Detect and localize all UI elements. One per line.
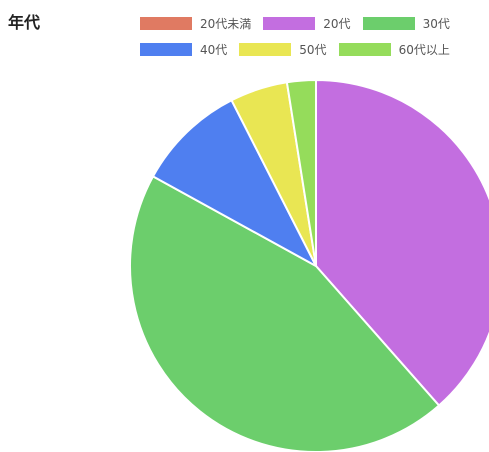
section-heading: 年代 [8, 13, 41, 32]
legend-swatch-50s [239, 42, 292, 56]
legend-item-30s[interactable]: 30代 [362, 15, 450, 32]
legend-label-under-20: 20代未満 [200, 16, 252, 31]
legend-label-60s-plus: 60代以上 [398, 42, 450, 57]
legend-swatch-20s [263, 16, 316, 30]
pie-slice-30s[interactable] [129, 175, 441, 452]
legend-label-30s: 30代 [422, 16, 450, 31]
legend-label-50s: 50代 [299, 42, 327, 57]
legend-swatch-under-20 [140, 16, 192, 30]
legend-item-40s[interactable]: 40代 [140, 41, 227, 58]
legend-swatch-40s [140, 42, 192, 56]
legend-item-20s[interactable]: 20代 [263, 15, 351, 32]
pie-slice-40s[interactable] [151, 98, 319, 269]
legend-label-40s: 40代 [200, 42, 228, 57]
legend-swatch-30s [362, 16, 415, 30]
legend-row-2: 40代 50代 60代以上 [140, 40, 489, 58]
legend-item-60s-plus[interactable]: 60代以上 [338, 41, 450, 58]
legend-label-20s: 20代 [323, 16, 351, 31]
pie-slice-60s-plus[interactable] [285, 78, 317, 267]
legend-row-1: 20代未満 20代 30代 [140, 14, 489, 32]
legend-swatch-60s-plus [338, 42, 391, 56]
legend-item-50s[interactable]: 50代 [239, 41, 327, 58]
pie-slice-20s[interactable] [315, 78, 489, 407]
legend-item-under-20[interactable]: 20代未満 [140, 15, 251, 32]
chart-legend: 20代未満 20代 30代 40代 50代 60代以上 [140, 14, 489, 66]
